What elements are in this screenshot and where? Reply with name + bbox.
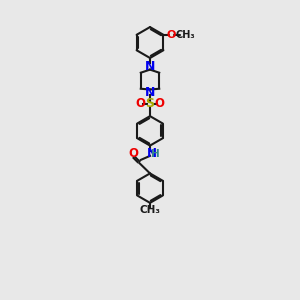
Text: S: S <box>146 97 154 110</box>
Text: O: O <box>129 147 139 160</box>
Text: O: O <box>136 97 146 110</box>
Text: CH₃: CH₃ <box>176 30 195 40</box>
Text: O: O <box>167 30 176 40</box>
Text: H: H <box>151 149 160 159</box>
Text: CH₃: CH₃ <box>140 205 160 215</box>
Text: N: N <box>146 147 157 160</box>
Text: O: O <box>154 97 164 110</box>
Text: N: N <box>145 60 155 73</box>
Text: N: N <box>145 85 155 99</box>
